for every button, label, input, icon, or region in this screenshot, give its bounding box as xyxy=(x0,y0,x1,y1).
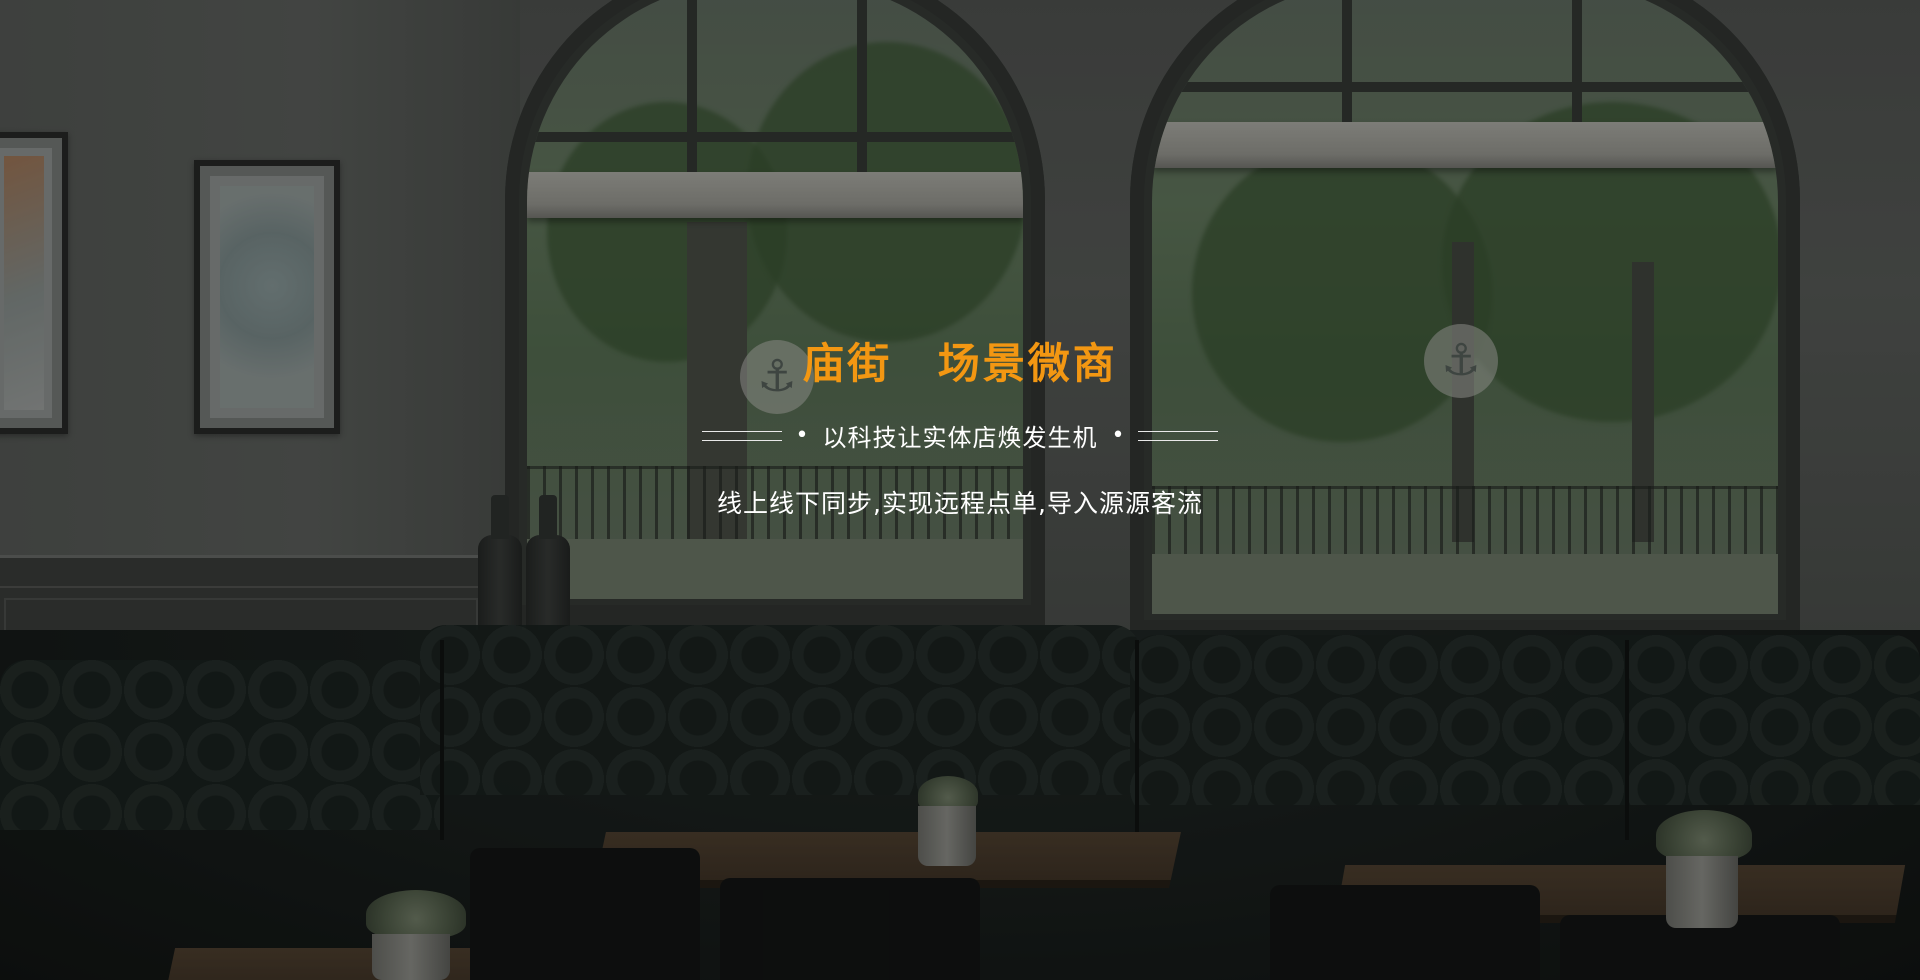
sofa-back-mid xyxy=(420,625,1140,795)
succulent-right xyxy=(1656,810,1752,860)
wall-art-right xyxy=(194,160,340,434)
hero-description: 线上线下同步,实现远程点单,导入源源客流 xyxy=(717,489,1203,518)
hero-tagline-row: • 以科技让实体店焕发生机 • xyxy=(0,418,1920,453)
pot-right xyxy=(1666,856,1738,928)
anchor-icon: ⚓ xyxy=(740,340,814,414)
wall-art-left xyxy=(0,132,68,434)
window-left xyxy=(505,0,1045,625)
sofa-back-left xyxy=(0,660,440,830)
chair-3 xyxy=(1270,885,1540,980)
sofa-back-right xyxy=(1130,635,1920,805)
hero-title: 庙街 场景微商 xyxy=(802,339,1118,388)
succulent-left xyxy=(366,890,466,938)
chair-1 xyxy=(470,848,700,980)
window-right xyxy=(1130,0,1800,640)
double-line-left xyxy=(701,430,782,441)
pot-center xyxy=(918,806,976,866)
bullet-left: • xyxy=(795,422,809,448)
anchor-icon-right: ⚓ xyxy=(1424,324,1498,398)
double-line-right xyxy=(1138,430,1219,441)
bullet-right: • xyxy=(1111,422,1125,448)
hero-tagline: 以科技让实体店焕发生机 xyxy=(822,424,1098,452)
pot-left xyxy=(372,934,450,980)
chair-2 xyxy=(720,878,980,980)
